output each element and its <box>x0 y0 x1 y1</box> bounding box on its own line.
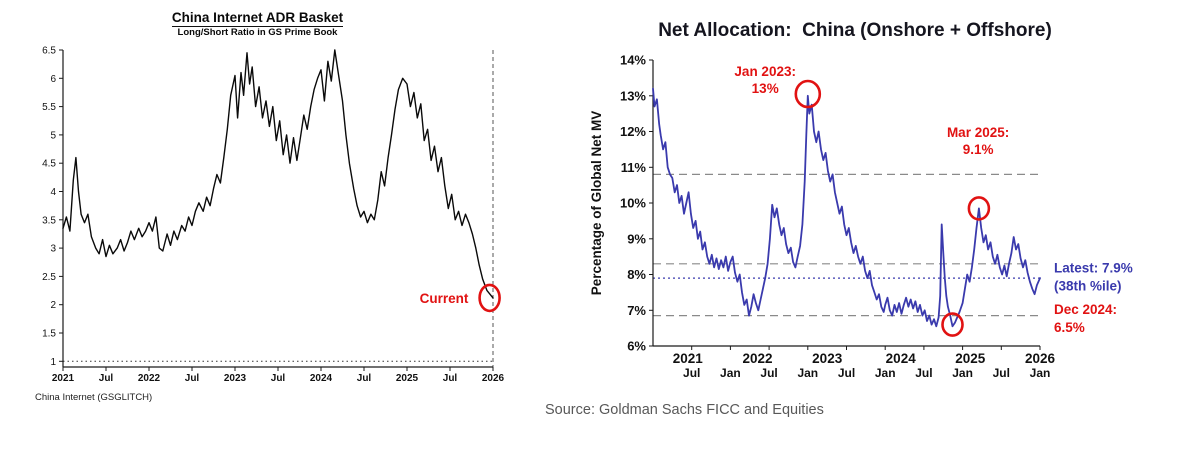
svg-text:Latest: 7.9%: Latest: 7.9% <box>1054 261 1133 276</box>
svg-text:Jan: Jan <box>952 366 973 380</box>
svg-text:Jan: Jan <box>1030 366 1051 380</box>
svg-text:2022: 2022 <box>138 373 161 384</box>
svg-text:13%: 13% <box>620 88 646 103</box>
left-chart-panel: China Internet ADR Basket Long/Short Rat… <box>35 10 540 403</box>
svg-text:4.5: 4.5 <box>42 159 56 170</box>
left-chart-title-text: China Internet ADR Basket <box>171 10 344 27</box>
svg-text:1: 1 <box>50 357 56 368</box>
svg-text:(38th %ile): (38th %ile) <box>1054 279 1122 294</box>
svg-text:2023: 2023 <box>224 373 247 384</box>
svg-text:2025: 2025 <box>396 373 419 384</box>
left-chart-subtitle: Long/Short Ratio in GS Prime Book <box>177 27 338 38</box>
svg-text:11%: 11% <box>621 160 647 175</box>
svg-text:Dec 2024:: Dec 2024: <box>1054 302 1117 317</box>
svg-text:Jul: Jul <box>443 373 458 384</box>
svg-text:Jul: Jul <box>185 373 200 384</box>
svg-text:Jan: Jan <box>797 366 818 380</box>
left-chart-footnote: China Internet (GSGLITCH) <box>35 392 153 403</box>
svg-text:4: 4 <box>50 187 56 198</box>
svg-text:12%: 12% <box>620 124 646 139</box>
svg-text:Jul: Jul <box>915 366 932 380</box>
svg-text:8%: 8% <box>627 267 646 282</box>
svg-text:1.5: 1.5 <box>42 329 56 340</box>
svg-text:9.1%: 9.1% <box>963 142 994 157</box>
svg-text:13%: 13% <box>752 81 779 96</box>
svg-text:2024: 2024 <box>310 373 333 384</box>
svg-text:6%: 6% <box>627 339 646 354</box>
svg-text:2021: 2021 <box>673 351 704 366</box>
net-allocation-plot: 6% 7% 8% 9% 10% 11% 12% 13% 14% 2021 2022 2023 2024 2… <box>589 53 1133 381</box>
svg-text:Jul: Jul <box>838 366 855 380</box>
svg-text:Jul: Jul <box>99 373 114 384</box>
source-note: Source: Goldman Sachs FICC and Equities <box>545 402 824 418</box>
svg-text:Jan: Jan <box>875 366 896 380</box>
svg-text:7%: 7% <box>627 303 646 318</box>
svg-text:2026: 2026 <box>1025 351 1056 366</box>
svg-text:2024: 2024 <box>886 351 917 366</box>
svg-text:6.5%: 6.5% <box>1054 320 1085 335</box>
right-chart-panel: Net Allocation: China (Onshore + Offshor… <box>545 12 1200 392</box>
svg-text:6: 6 <box>50 74 56 85</box>
svg-text:Percentage of Global Net MV: Percentage of Global Net MV <box>589 111 604 296</box>
svg-text:2023: 2023 <box>812 351 843 366</box>
svg-text:10%: 10% <box>620 196 646 211</box>
svg-text:3: 3 <box>50 244 56 255</box>
adr-basket-plot: 1 1.5 2 2.5 3 3.5 4 4.5 5 5.5 6 6.5 2021 Jul 2022 Jul 20… <box>42 46 505 385</box>
svg-text:Jan 2023:: Jan 2023: <box>734 64 796 79</box>
svg-text:Jul: Jul <box>271 373 286 384</box>
svg-text:2025: 2025 <box>955 351 986 366</box>
svg-text:5: 5 <box>50 130 56 141</box>
svg-text:Jul: Jul <box>357 373 372 384</box>
svg-text:Jul: Jul <box>683 366 700 380</box>
svg-text:3.5: 3.5 <box>42 215 56 226</box>
svg-text:Jul: Jul <box>760 366 777 380</box>
svg-text:2.5: 2.5 <box>42 272 56 283</box>
svg-text:Mar 2025:: Mar 2025: <box>947 125 1009 140</box>
svg-text:2021: 2021 <box>52 373 75 384</box>
svg-text:14%: 14% <box>620 53 646 68</box>
svg-text:2022: 2022 <box>742 351 772 366</box>
svg-text:Jul: Jul <box>993 366 1010 380</box>
left-chart-title: China Internet ADR Basket <box>35 10 480 27</box>
svg-text:2: 2 <box>50 300 56 311</box>
svg-text:9%: 9% <box>627 231 646 246</box>
svg-text:Jan: Jan <box>720 366 741 380</box>
svg-text:5.5: 5.5 <box>42 102 56 113</box>
right-chart-title: Net Allocation: China (Onshore + Offshor… <box>658 20 1052 41</box>
svg-text:2026: 2026 <box>482 373 505 384</box>
svg-text:Current: Current <box>420 291 469 306</box>
svg-text:6.5: 6.5 <box>42 46 56 57</box>
